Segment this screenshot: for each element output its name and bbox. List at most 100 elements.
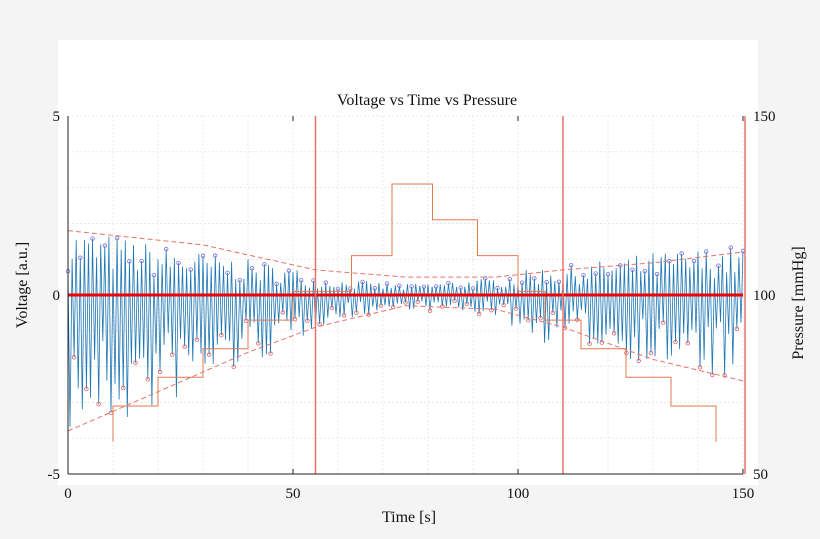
trough-marker	[268, 351, 273, 356]
trough-marker	[121, 385, 126, 391]
peak-marker	[544, 279, 549, 285]
y-right-tick-label: 50	[753, 467, 768, 483]
y-right-tick-label: 150	[753, 109, 776, 125]
trough-marker	[685, 341, 690, 346]
envelope-fit-line	[67, 305, 744, 432]
peak-marker	[593, 271, 598, 276]
peak-marker	[90, 236, 95, 241]
trough-marker	[96, 401, 101, 407]
trough-marker	[206, 352, 212, 357]
peak-marker	[605, 272, 611, 277]
peak-marker	[102, 243, 108, 248]
trough-marker	[648, 350, 654, 356]
trough-marker	[133, 360, 138, 365]
trough-marker	[661, 320, 666, 325]
peak-marker	[372, 286, 378, 291]
trough-marker	[440, 304, 445, 309]
peak-marker	[249, 266, 255, 271]
peak-marker	[728, 245, 733, 250]
peak-marker	[188, 267, 193, 272]
trough-marker	[231, 364, 236, 369]
peak-marker	[507, 276, 513, 282]
y-left-axis-label: Voltage [a.u.]	[14, 242, 31, 328]
y-right-axis-label: Pressure [mmHg]	[790, 246, 807, 359]
envelope-fit-line	[67, 230, 744, 278]
peak-marker	[384, 281, 390, 286]
peak-marker	[139, 258, 144, 264]
peak-marker	[348, 286, 353, 291]
trough-marker	[280, 310, 285, 315]
peak-marker	[519, 280, 525, 285]
trough-marker	[722, 373, 727, 378]
x-axis-label: Time [s]	[382, 509, 436, 526]
trough-marker	[489, 308, 494, 313]
peak-marker	[274, 281, 279, 287]
trough-marker	[452, 298, 457, 303]
peak-marker	[78, 255, 83, 260]
trough-marker	[157, 369, 163, 374]
trough-marker	[378, 303, 384, 308]
peak-marker	[532, 276, 537, 281]
trough-marker	[194, 337, 200, 342]
peak-marker	[679, 251, 684, 256]
pressure-step-line	[112, 183, 717, 442]
trough-marker	[170, 352, 175, 357]
chart-title: Voltage vs Time vs Pressure	[337, 92, 517, 109]
voltage-series-line	[67, 236, 744, 427]
x-tick-label: 100	[507, 486, 530, 502]
peak-marker	[298, 278, 304, 283]
peak-marker	[716, 263, 721, 268]
x-tick-label: 150	[732, 486, 755, 502]
trough-marker	[403, 300, 408, 305]
trough-marker	[256, 341, 261, 346]
annotations	[314, 116, 746, 474]
peak-marker	[225, 270, 230, 276]
peak-marker	[581, 273, 586, 278]
trough-marker	[673, 339, 678, 345]
trough-marker	[305, 318, 310, 323]
peak-marker	[630, 267, 635, 272]
trough-marker	[513, 306, 519, 311]
peak-marker	[691, 258, 697, 264]
peak-marker	[433, 284, 439, 289]
peak-marker	[262, 262, 267, 267]
peak-marker	[458, 285, 463, 290]
series-layer	[65, 183, 746, 442]
trough-marker	[341, 313, 347, 318]
peak-marker	[200, 253, 206, 259]
trough-marker	[538, 315, 543, 321]
trough-marker	[734, 326, 740, 331]
peak-marker	[163, 246, 169, 252]
trough-marker	[182, 344, 187, 349]
trough-marker	[427, 308, 433, 313]
trough-marker	[84, 386, 89, 392]
trough-marker	[501, 302, 506, 308]
peak-marker	[409, 284, 414, 289]
x-tick-label: 50	[286, 486, 301, 502]
y-right-tick-label: 100	[753, 288, 776, 304]
trough-marker	[145, 377, 150, 382]
trough-marker	[354, 310, 359, 315]
peak-marker	[642, 268, 648, 274]
peak-marker	[556, 279, 562, 285]
peak-marker	[421, 284, 427, 289]
trough-marker	[710, 372, 715, 378]
peak-marker	[286, 268, 292, 273]
trough-marker	[636, 358, 641, 364]
trough-marker	[219, 332, 224, 338]
trough-marker	[526, 318, 531, 323]
peak-marker	[176, 260, 181, 266]
peak-marker	[237, 277, 243, 283]
peak-marker	[654, 271, 660, 277]
peak-marker	[151, 272, 157, 278]
peak-marker	[495, 285, 500, 291]
x-tick-label: 0	[64, 486, 72, 502]
trough-marker	[71, 355, 77, 360]
trough-marker	[329, 305, 335, 311]
peak-marker	[335, 286, 341, 292]
peak-marker	[114, 235, 120, 241]
trough-marker	[415, 299, 420, 304]
trough-marker	[697, 365, 703, 370]
